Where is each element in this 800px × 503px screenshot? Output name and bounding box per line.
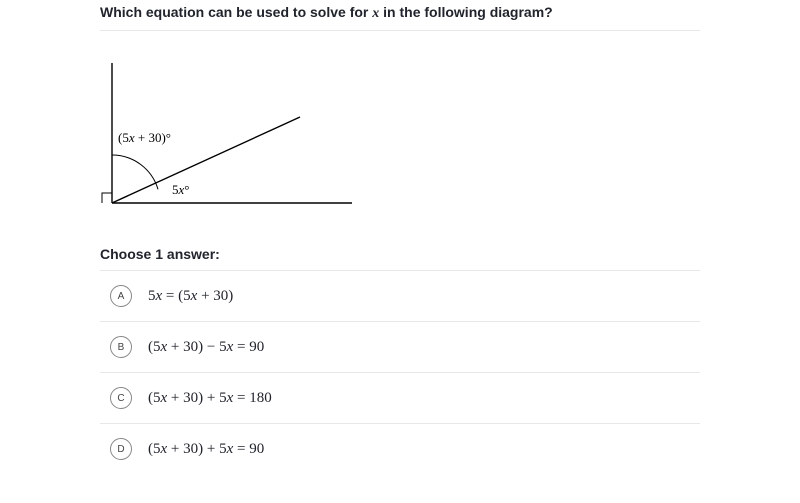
- choice-equation: (5x + 30) − 5x = 90: [148, 339, 264, 356]
- answer-choice-b[interactable]: B (5x + 30) − 5x = 90: [100, 321, 700, 372]
- choice-bubble: D: [110, 438, 132, 460]
- diagram-area: (5x + 30)°5x°: [100, 31, 700, 240]
- answer-choice-a[interactable]: A 5x = (5x + 30): [100, 270, 700, 321]
- choice-equation: 5x = (5x + 30): [148, 288, 233, 305]
- angle-diagram: (5x + 30)°5x°: [100, 55, 360, 215]
- choice-bubble: C: [110, 387, 132, 409]
- answer-choice-d[interactable]: D (5x + 30) + 5x = 90: [100, 423, 700, 474]
- choice-bubble: B: [110, 336, 132, 358]
- choice-equation: (5x + 30) + 5x = 180: [148, 390, 272, 407]
- answer-list: A 5x = (5x + 30) B (5x + 30) − 5x = 90 C (5x …: [100, 270, 700, 474]
- choose-prompt: Choose 1 answer:: [100, 240, 700, 270]
- question-text: Which equation can be used to solve for …: [100, 0, 700, 31]
- choice-equation: (5x + 30) + 5x = 90: [148, 441, 264, 458]
- choice-bubble: A: [110, 285, 132, 307]
- answer-choice-c[interactable]: C (5x + 30) + 5x = 180: [100, 372, 700, 423]
